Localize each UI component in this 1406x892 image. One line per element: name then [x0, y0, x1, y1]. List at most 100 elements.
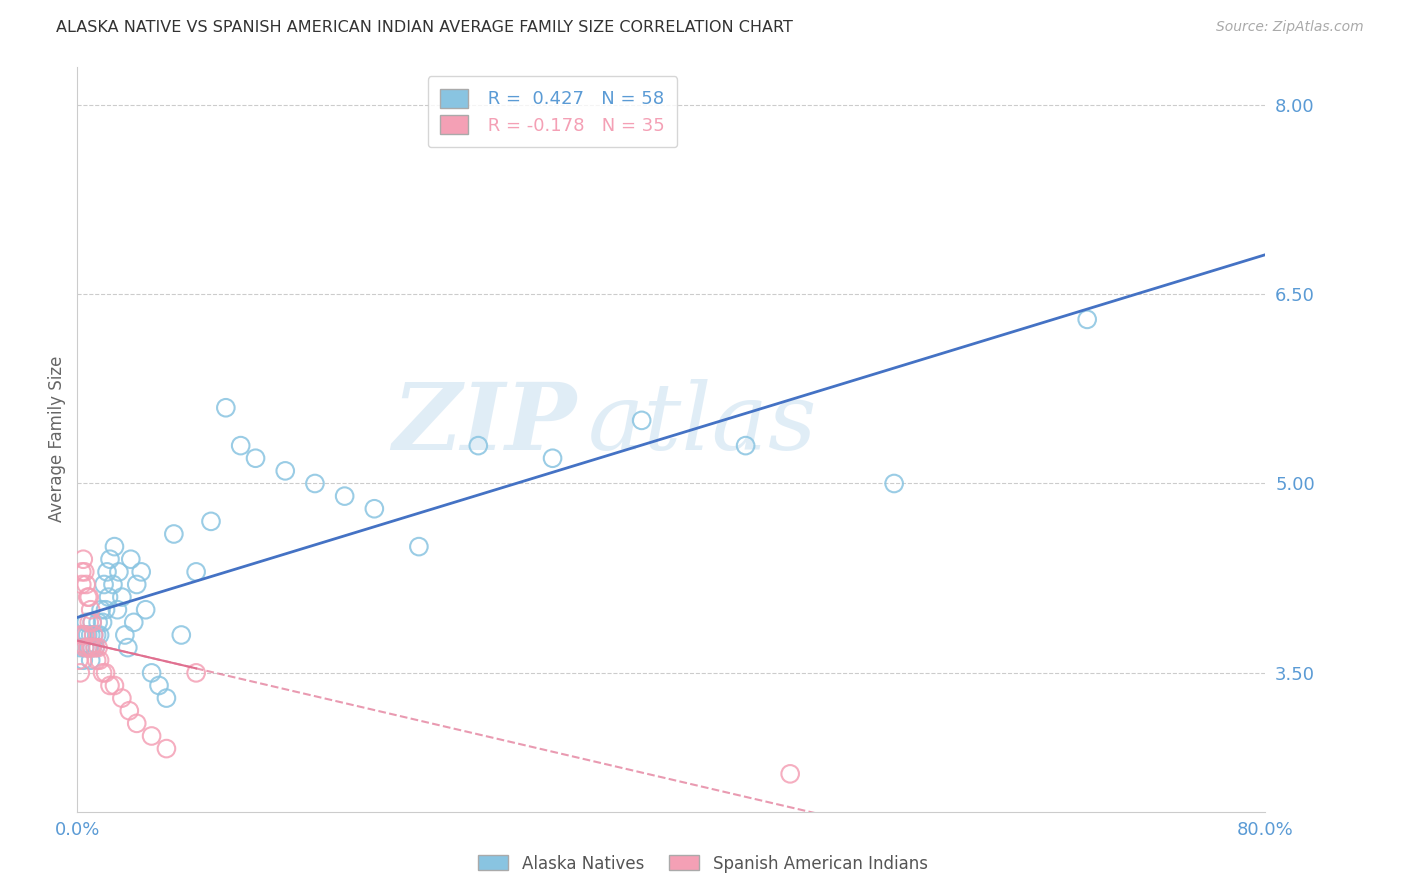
Point	[73, 565, 96, 579]
Point	[274, 464, 297, 478]
Point	[82, 640, 104, 655]
Point	[76, 590, 98, 604]
Point	[108, 565, 131, 579]
Point	[76, 628, 98, 642]
Point	[77, 640, 100, 655]
Point	[186, 565, 208, 579]
Point	[122, 615, 145, 630]
Point	[91, 615, 114, 630]
Point	[72, 653, 94, 667]
Point	[170, 628, 193, 642]
Point	[129, 565, 152, 579]
Point	[80, 603, 103, 617]
Point	[630, 413, 652, 427]
Point	[229, 439, 252, 453]
Point	[73, 640, 96, 655]
Point	[467, 439, 489, 453]
Point	[96, 565, 118, 579]
Point	[83, 628, 105, 642]
Point	[70, 565, 93, 579]
Point	[87, 640, 110, 655]
Point	[94, 665, 117, 680]
Text: ALASKA NATIVE VS SPANISH AMERICAN INDIAN AVERAGE FAMILY SIZE CORRELATION CHART: ALASKA NATIVE VS SPANISH AMERICAN INDIAN…	[56, 20, 793, 35]
Point	[883, 476, 905, 491]
Point	[408, 540, 430, 554]
Point	[107, 603, 129, 617]
Point	[125, 716, 148, 731]
Point	[82, 615, 104, 630]
Point	[155, 741, 177, 756]
Point	[734, 439, 756, 453]
Point	[73, 628, 96, 642]
Text: ZIP: ZIP	[392, 379, 576, 469]
Point	[89, 628, 111, 642]
Point	[72, 552, 94, 566]
Point	[779, 767, 801, 781]
Point	[155, 691, 177, 706]
Point	[76, 640, 98, 655]
Point	[69, 665, 91, 680]
Point	[82, 640, 104, 655]
Point	[114, 628, 136, 642]
Point	[73, 640, 96, 655]
Point	[80, 653, 103, 667]
Point	[87, 615, 110, 630]
Point	[67, 653, 90, 667]
Point	[90, 603, 112, 617]
Point	[76, 640, 98, 655]
Point	[541, 451, 564, 466]
Text: Source: ZipAtlas.com: Source: ZipAtlas.com	[1216, 20, 1364, 34]
Point	[101, 577, 124, 591]
Point	[69, 640, 91, 655]
Point	[200, 514, 222, 528]
Point	[93, 577, 115, 591]
Point	[75, 577, 97, 591]
Text: atlas: atlas	[588, 379, 818, 469]
Point	[86, 653, 108, 667]
Point	[89, 653, 111, 667]
Point	[77, 615, 100, 630]
Point	[148, 678, 170, 692]
Point	[69, 628, 91, 642]
Point	[83, 628, 105, 642]
Point	[118, 704, 141, 718]
Legend: Alaska Natives, Spanish American Indians: Alaska Natives, Spanish American Indians	[472, 848, 934, 880]
Point	[84, 640, 107, 655]
Point	[163, 527, 186, 541]
Point	[304, 476, 326, 491]
Point	[98, 552, 121, 566]
Point	[103, 678, 125, 692]
Point	[97, 590, 120, 604]
Point	[80, 640, 103, 655]
Point	[333, 489, 356, 503]
Y-axis label: Average Family Size: Average Family Size	[48, 356, 66, 523]
Point	[117, 640, 139, 655]
Point	[70, 628, 93, 642]
Legend:  R =  0.427   N = 58,  R = -0.178   N = 35: R = 0.427 N = 58, R = -0.178 N = 35	[427, 76, 678, 147]
Point	[141, 665, 163, 680]
Point	[141, 729, 163, 743]
Point	[91, 665, 114, 680]
Point	[103, 540, 125, 554]
Point	[70, 577, 93, 591]
Point	[98, 678, 121, 692]
Point	[80, 628, 103, 642]
Point	[363, 501, 385, 516]
Point	[111, 590, 134, 604]
Point	[111, 691, 134, 706]
Point	[125, 577, 148, 591]
Point	[84, 640, 107, 655]
Point	[135, 603, 157, 617]
Point	[94, 603, 117, 617]
Point	[77, 590, 100, 604]
Point	[1076, 312, 1098, 326]
Point	[215, 401, 238, 415]
Point	[75, 628, 97, 642]
Point	[75, 615, 97, 630]
Point	[245, 451, 267, 466]
Point	[72, 628, 94, 642]
Point	[86, 628, 108, 642]
Point	[120, 552, 142, 566]
Point	[186, 665, 208, 680]
Point	[82, 615, 104, 630]
